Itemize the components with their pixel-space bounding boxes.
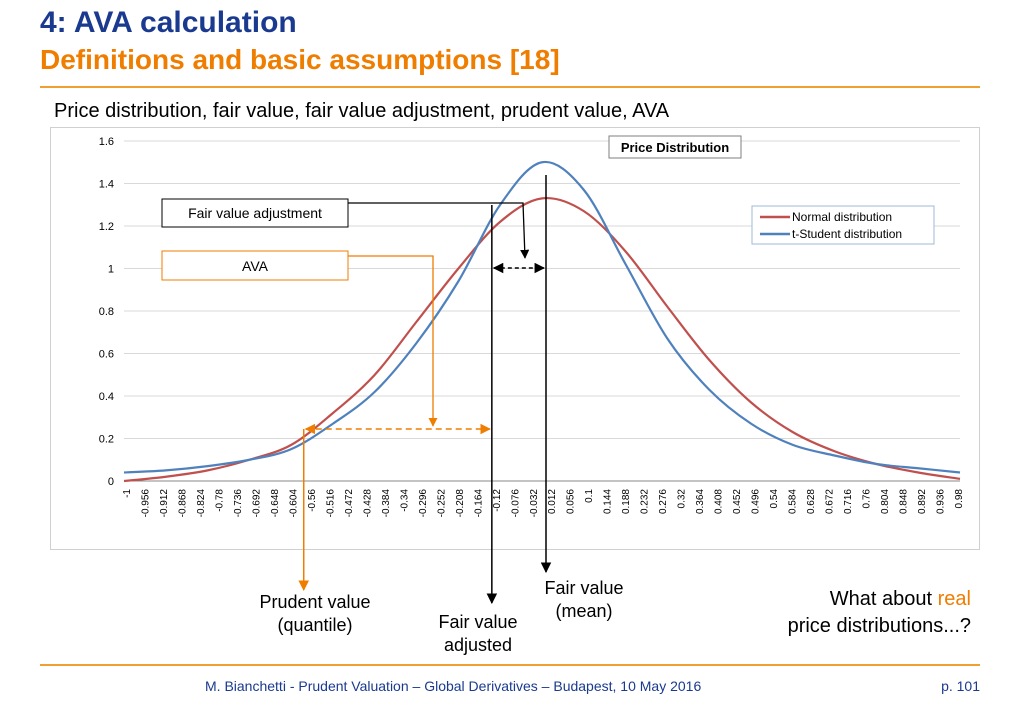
question-prefix: What about <box>829 588 938 610</box>
x-tick-label: 0.012 <box>547 489 558 514</box>
x-tick-label: 0.056 <box>566 489 577 514</box>
footer-text: M. Bianchetti - Prudent Valuation – Glob… <box>205 678 702 694</box>
ava-label: AVA <box>242 258 269 274</box>
normal-distribution-line <box>123 196 961 483</box>
x-tick-label: 0.188 <box>621 489 632 514</box>
x-tick-label: -0.78 <box>214 489 225 512</box>
x-tick-label: 0.276 <box>658 489 669 514</box>
x-tick-label: -0.252 <box>436 489 447 518</box>
fair-value-mean-line2: (mean) <box>555 601 613 621</box>
legend-box <box>751 205 935 245</box>
slide-subtitle: Definitions and basic assumptions [18] <box>40 44 560 75</box>
y-tick-label: 1.2 <box>99 221 114 233</box>
y-tick-label: 1.6 <box>99 136 114 148</box>
x-tick-label: 0.496 <box>751 489 762 514</box>
y-tick-label: 0.2 <box>99 434 114 446</box>
y-tick-label: 1.4 <box>99 179 114 191</box>
x-tick-label: -0.648 <box>270 489 281 518</box>
x-tick-label: 0.848 <box>899 489 910 514</box>
x-tick-label: 0.76 <box>862 489 873 509</box>
x-tick-label: -0.164 <box>473 489 484 518</box>
x-tick-label: 0.408 <box>714 489 725 514</box>
y-tick-label: 1 <box>108 264 114 276</box>
x-tick-label: -0.824 <box>196 489 207 518</box>
ava-connector <box>348 255 438 427</box>
x-tick-label: 0.32 <box>677 489 688 509</box>
x-tick-label: -0.736 <box>233 489 244 518</box>
fair-value-adjustment-connector <box>348 202 530 259</box>
x-tick-label: 0.672 <box>825 489 836 514</box>
y-tick-label: 0.4 <box>99 391 114 403</box>
y-tick-label: 0.8 <box>99 306 114 318</box>
x-tick-label: -0.296 <box>418 489 429 518</box>
prudent-value-line1: Prudent value <box>259 592 371 612</box>
x-tick-label: -0.604 <box>288 489 299 518</box>
fair-value-adjustment-label: Fair value adjustment <box>188 205 322 221</box>
question-line2: price distributions...? <box>787 615 971 637</box>
x-tick-label: 0.936 <box>936 489 947 514</box>
x-tick-label: 0.804 <box>880 489 891 514</box>
x-tick-label: -0.912 <box>159 489 170 518</box>
fair-value-adjusted-line2: adjusted <box>443 635 513 655</box>
x-tick-label: -0.12 <box>492 489 503 512</box>
fair-value-adjustment-box <box>161 198 349 228</box>
prudent-value-line2: (quantile) <box>277 615 353 635</box>
x-tick-label: -0.868 <box>177 489 188 518</box>
slide-title: 4: AVA calculation <box>40 6 297 39</box>
fair-value-mean-label: Fair value (mean) <box>524 577 644 623</box>
fair-value-mean-line1: Fair value <box>544 578 624 598</box>
x-tick-label: -0.208 <box>455 489 466 518</box>
x-tick-label: -0.472 <box>344 489 355 518</box>
x-tick-label: -0.032 <box>529 489 540 518</box>
chart-title-box <box>608 135 742 159</box>
y-tick-label: 0 <box>108 476 114 488</box>
slide-heading: Price distribution, fair value, fair val… <box>54 100 670 122</box>
x-tick-label: 0.144 <box>603 489 614 514</box>
x-tick-label: 0.716 <box>843 489 854 514</box>
x-tick-label: 0.364 <box>695 489 706 514</box>
fair-value-adjusted-label: Fair value adjusted <box>418 611 538 657</box>
x-tick-label: -0.384 <box>381 489 392 518</box>
prudent-value-label: Prudent value (quantile) <box>245 591 385 637</box>
legend-entry: t-Student distribution <box>792 227 902 241</box>
x-tick-label: -0.34 <box>399 489 410 512</box>
fair-value-adjusted-line1: Fair value <box>438 612 518 632</box>
x-tick-label: 0.1 <box>584 489 595 503</box>
x-tick-label: -0.428 <box>362 489 373 518</box>
x-tick-label: 0.98 <box>954 489 965 509</box>
question-real: real <box>937 588 971 610</box>
x-tick-label: -0.56 <box>307 489 318 512</box>
x-tick-label: 0.584 <box>788 489 799 514</box>
x-tick-label: -0.076 <box>510 489 521 518</box>
x-tick-label: 0.54 <box>769 489 780 509</box>
legend-entry: Normal distribution <box>792 210 892 224</box>
y-tick-label: 0.6 <box>99 349 114 361</box>
question-line1: What about real <box>735 586 971 613</box>
x-tick-label: -0.692 <box>251 489 262 518</box>
x-tick-label: 0.452 <box>732 489 743 514</box>
real-distributions-question: What about real price distributions...? <box>735 586 971 640</box>
bottom-divider <box>40 664 980 666</box>
x-tick-label: -0.956 <box>140 489 151 518</box>
x-tick-label: 0.892 <box>917 489 928 514</box>
chart-title: Price Distribution <box>621 140 729 155</box>
ava-box <box>161 250 349 281</box>
x-tick-label: 0.628 <box>806 489 817 514</box>
x-tick-label: 0.232 <box>640 489 651 514</box>
t-student-distribution-line <box>123 160 961 474</box>
top-divider <box>40 86 980 88</box>
chart-frame <box>50 127 980 550</box>
page-number: p. 101 <box>941 678 980 694</box>
x-tick-label: -0.516 <box>325 489 336 518</box>
x-tick-label: -1 <box>122 489 133 498</box>
